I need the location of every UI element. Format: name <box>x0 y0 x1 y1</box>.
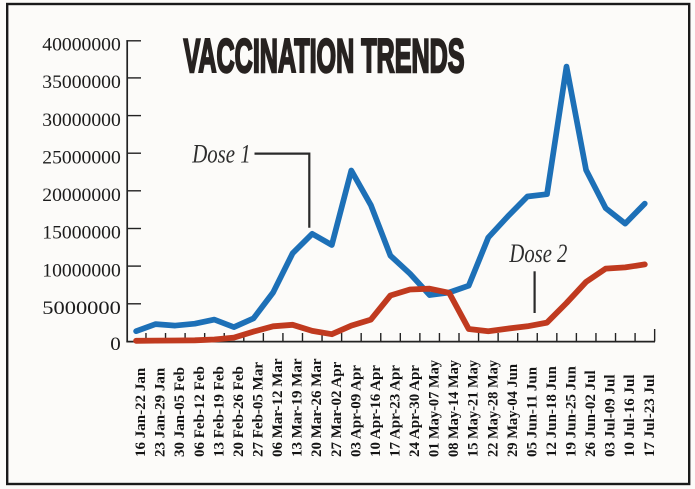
svg-text:19 Jun-25 Jun: 19 Jun-25 Jun <box>564 365 580 457</box>
svg-text:Dose 1: Dose 1 <box>191 140 250 169</box>
svg-text:08 May-14 May: 08 May-14 May <box>446 360 462 457</box>
svg-text:16 Jan-22 Jan: 16 Jan-22 Jan <box>133 367 149 457</box>
svg-text:15 May-21 May: 15 May-21 May <box>466 360 482 457</box>
svg-text:17 Jul-23 Jul: 17 Jul-23 Jul <box>642 374 658 457</box>
svg-text:23 Jan-29 Jan: 23 Jan-29 Jan <box>153 367 169 457</box>
svg-text:30 Jan-05 Feb: 30 Jan-05 Feb <box>172 367 188 457</box>
svg-text:24 Apr-30 Apr: 24 Apr-30 Apr <box>407 365 423 457</box>
svg-text:27 Feb-05 Mar: 27 Feb-05 Mar <box>251 362 267 457</box>
svg-text:Dose 2: Dose 2 <box>509 239 568 268</box>
svg-text:06 Mar-12 Mar: 06 Mar-12 Mar <box>270 358 286 457</box>
svg-text:22 May-28 May: 22 May-28 May <box>485 360 501 457</box>
svg-text:17 Apr-23 Apr: 17 Apr-23 Apr <box>387 365 403 457</box>
svg-text:35000000: 35000000 <box>42 73 121 93</box>
svg-text:03 Jul-09 Jul: 03 Jul-09 Jul <box>603 374 619 457</box>
svg-text:10 Apr-16 Apr: 10 Apr-16 Apr <box>368 365 384 457</box>
svg-text:13 Mar-19 Mar: 13 Mar-19 Mar <box>290 358 306 457</box>
svg-text:40000000: 40000000 <box>42 36 121 56</box>
svg-text:15000000: 15000000 <box>42 224 121 244</box>
svg-text:5000000: 5000000 <box>42 299 121 319</box>
svg-text:29 May-04 Jun: 29 May-04 Jun <box>505 363 521 457</box>
svg-text:03 Apr-09 Apr: 03 Apr-09 Apr <box>348 365 364 457</box>
svg-text:30000000: 30000000 <box>42 111 121 131</box>
svg-text:13 Feb-19 Feb: 13 Feb-19 Feb <box>211 366 227 457</box>
svg-text:27 Mar-02 Apr: 27 Mar-02 Apr <box>329 361 345 457</box>
svg-text:20000000: 20000000 <box>42 186 121 206</box>
svg-text:01 May-07 May: 01 May-07 May <box>427 360 443 457</box>
svg-text:VACCINATION TRENDS: VACCINATION TRENDS <box>184 29 465 82</box>
svg-text:10 Jul-16 Jul: 10 Jul-16 Jul <box>622 374 638 457</box>
svg-text:06 Feb-12 Feb: 06 Feb-12 Feb <box>192 366 208 457</box>
svg-text:25000000: 25000000 <box>42 148 121 168</box>
svg-text:20 Mar-26 Mar: 20 Mar-26 Mar <box>309 358 325 457</box>
svg-text:05 Jun-11 Jun: 05 Jun-11 Jun <box>524 366 540 457</box>
svg-text:20 Feb-26 Feb: 20 Feb-26 Feb <box>231 366 247 457</box>
svg-text:0: 0 <box>110 335 121 355</box>
svg-text:26 Jun-02 Jul: 26 Jun-02 Jul <box>583 370 599 457</box>
svg-text:12 Jun-18 Jun: 12 Jun-18 Jun <box>544 365 560 457</box>
svg-text:10000000: 10000000 <box>42 261 121 281</box>
